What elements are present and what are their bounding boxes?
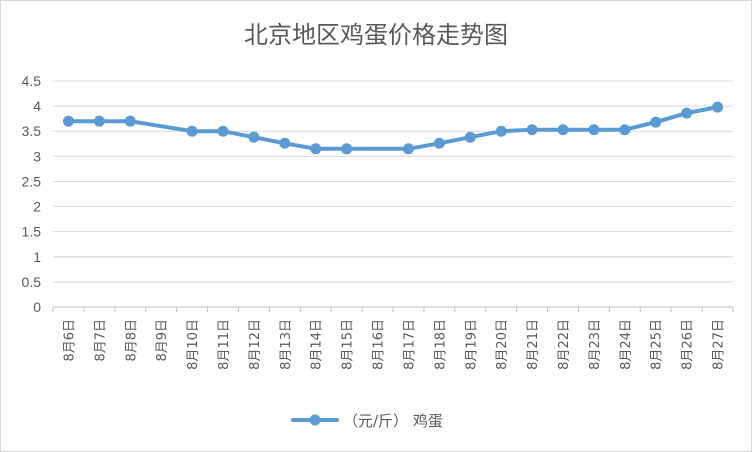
x-tick-label: 8月13日 xyxy=(279,319,294,370)
y-tick-label: 2 xyxy=(33,199,41,215)
y-tick-label: 2.5 xyxy=(22,173,42,189)
x-tick-label: 8月18日 xyxy=(433,319,448,370)
x-tick-label: 8月19日 xyxy=(464,319,479,370)
data-point xyxy=(464,131,476,143)
data-point xyxy=(557,124,569,136)
x-tick-label: 8月23日 xyxy=(588,319,603,370)
legend-label: （元/斤） 鸡蛋 xyxy=(343,412,443,430)
legend: （元/斤） 鸡蛋 xyxy=(291,412,443,430)
y-tick-label: 4.5 xyxy=(22,73,42,89)
data-point xyxy=(341,143,353,155)
x-tick-label: 8月10日 xyxy=(186,319,201,370)
data-point xyxy=(433,137,445,149)
data-point xyxy=(248,131,260,143)
x-tick-label: 8月11日 xyxy=(217,319,232,370)
chart-title: 北京地区鸡蛋价格走势图 xyxy=(244,21,508,49)
series-group xyxy=(62,101,724,155)
x-tick-label: 8月25日 xyxy=(650,319,665,370)
x-axis-ticks: 8月6日 8月7日 8月8日 8月9日 8月10日 8月11日 8月12日 8月13日 8月14… xyxy=(52,307,734,370)
data-point xyxy=(62,115,74,127)
x-tick-label: 8月9日 xyxy=(155,319,170,362)
x-tick-label: 8月12日 xyxy=(248,319,263,370)
data-point xyxy=(619,124,631,136)
y-axis-ticks: 0 0.5 1 1.5 2 2.5 3 3.5 4 4.5 xyxy=(22,73,42,315)
data-point xyxy=(279,137,291,149)
gridlines xyxy=(53,80,733,308)
x-tick-label: 8月21日 xyxy=(526,319,541,370)
y-tick-label: 3.5 xyxy=(22,123,42,139)
data-point xyxy=(124,115,136,127)
x-tick-label: 8月7日 xyxy=(93,319,108,362)
x-tick-label: 8月17日 xyxy=(402,319,417,370)
data-point xyxy=(712,101,724,113)
legend-marker xyxy=(309,414,321,426)
data-point xyxy=(588,124,600,136)
data-point xyxy=(217,125,229,137)
y-tick-label: 0.5 xyxy=(22,274,42,290)
data-point xyxy=(526,124,538,136)
x-tick-label: 8月20日 xyxy=(495,319,510,370)
data-point xyxy=(650,116,662,128)
data-point xyxy=(495,125,507,137)
y-tick-label: 3 xyxy=(33,148,41,164)
x-tick-label: 8月15日 xyxy=(341,319,356,370)
y-tick-label: 1.5 xyxy=(22,224,42,240)
x-tick-label: 8月24日 xyxy=(619,319,634,370)
x-tick-label: 8月6日 xyxy=(62,319,77,362)
data-point xyxy=(681,107,693,119)
data-point xyxy=(310,143,322,155)
y-tick-label: 4 xyxy=(33,98,41,114)
x-tick-label: 8月22日 xyxy=(557,319,572,370)
x-tick-label: 8月27日 xyxy=(712,319,727,370)
x-tick-label: 8月14日 xyxy=(310,319,325,370)
x-tick-label: 8月16日 xyxy=(372,319,387,370)
x-tick-label: 8月26日 xyxy=(681,319,696,370)
data-point xyxy=(402,143,414,155)
x-tick-label: 8月8日 xyxy=(124,319,139,362)
y-tick-label: 0 xyxy=(33,299,41,315)
data-point xyxy=(186,125,198,137)
data-point xyxy=(93,115,105,127)
y-tick-label: 1 xyxy=(33,249,41,265)
